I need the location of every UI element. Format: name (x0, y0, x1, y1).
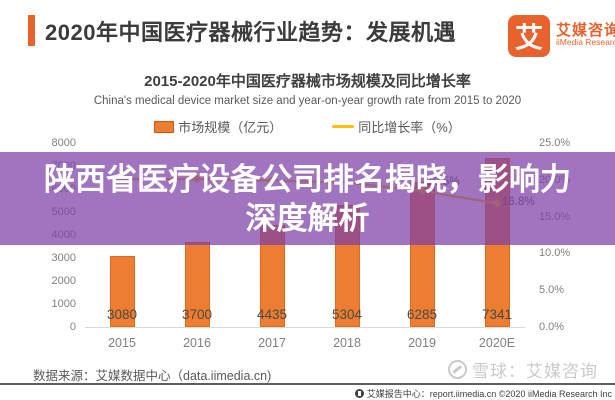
headline-overlay: 陕西省医疗设备公司排名揭晓，影响力 深度解析 (0, 152, 615, 245)
x-axis-tick: 2019 (408, 336, 436, 350)
bar-value-label: 6285 (406, 307, 438, 322)
bar-swatch-icon (154, 120, 175, 133)
watermark-text: 雪球：艾媒咨询 (472, 362, 598, 381)
legend-label: 市场规模（亿元） (178, 120, 283, 135)
legend-item-growth-rate: 同比增长率（%） (332, 117, 461, 136)
page-title: 2020年中国医疗器械行业趋势：发展机遇 (45, 20, 456, 45)
bar-value-label: 7341 (481, 307, 513, 322)
bar-value-label: 3700 (181, 307, 213, 322)
y-axis-left-tick: 0 (69, 321, 76, 333)
bar-2015 (109, 256, 135, 327)
bar-value-label: 5304 (331, 307, 363, 322)
chart-title: 2015-2020年中国医疗器械市场规模及同比增长率 (144, 73, 471, 90)
logo-glyph: 艾 (514, 22, 543, 53)
header-accent-bar (28, 15, 35, 46)
bar-2016 (184, 241, 210, 327)
chart-subtitle: China's medical device market size and y… (93, 95, 522, 107)
y-axis-right-tick: 25.0% (539, 137, 571, 149)
x-axis-tick: 2016 (183, 336, 211, 350)
headline-line1: 陕西省医疗设备公司排名揭晓，影响力 (44, 161, 571, 197)
y-axis-left-tick: 1000 (51, 298, 76, 310)
headline-line2: 深度解析 (245, 200, 370, 236)
iimedia-mini-logo-icon (354, 389, 364, 398)
legend-label: 同比增长率（%） (358, 120, 461, 135)
data-source-note: 数据来源：艾媒数据中心（data.iimedia.cn) (33, 369, 272, 383)
iimedia-logo-icon: 艾 (508, 15, 550, 57)
bar-value-label: 4435 (256, 307, 288, 322)
logo-name-en: iiMedia Research (556, 37, 615, 47)
logo-name-cn: 艾媒咨询 (556, 22, 615, 39)
xueqiu-logo-icon (448, 360, 467, 379)
y-axis-left-tick: 8000 (51, 137, 76, 149)
report-center-note: 艾媒报告中心：report.iimedia.cn ©2020 iiMedia R… (354, 387, 612, 400)
x-axis-tick: 2017 (258, 336, 286, 350)
watermark: 雪球：艾媒咨询 (448, 357, 598, 382)
footer-divider (0, 383, 615, 385)
y-axis-right-tick: 5.0% (539, 284, 565, 297)
y-axis-right-tick: 10.0% (539, 247, 571, 260)
line-swatch-icon (332, 125, 355, 128)
report-center-text: 艾媒报告中心：report.iimedia.cn ©2020 iiMedia R… (366, 389, 612, 399)
x-axis-tick: 2015 (108, 336, 136, 350)
legend-item-market-size: 市场规模（亿元） (154, 117, 282, 136)
chart-legend: 市场规模（亿元） 同比增长率（%） (0, 117, 615, 136)
bar-value-label: 3080 (106, 307, 138, 322)
y-axis-right-tick: 0.0% (539, 321, 565, 333)
x-axis-tick: 2020E (478, 336, 516, 350)
x-axis-tick: 2018 (333, 336, 361, 350)
y-axis-left-tick: 3000 (51, 252, 76, 264)
y-axis-left-tick: 2000 (51, 275, 76, 287)
x-axis-line (85, 327, 525, 328)
